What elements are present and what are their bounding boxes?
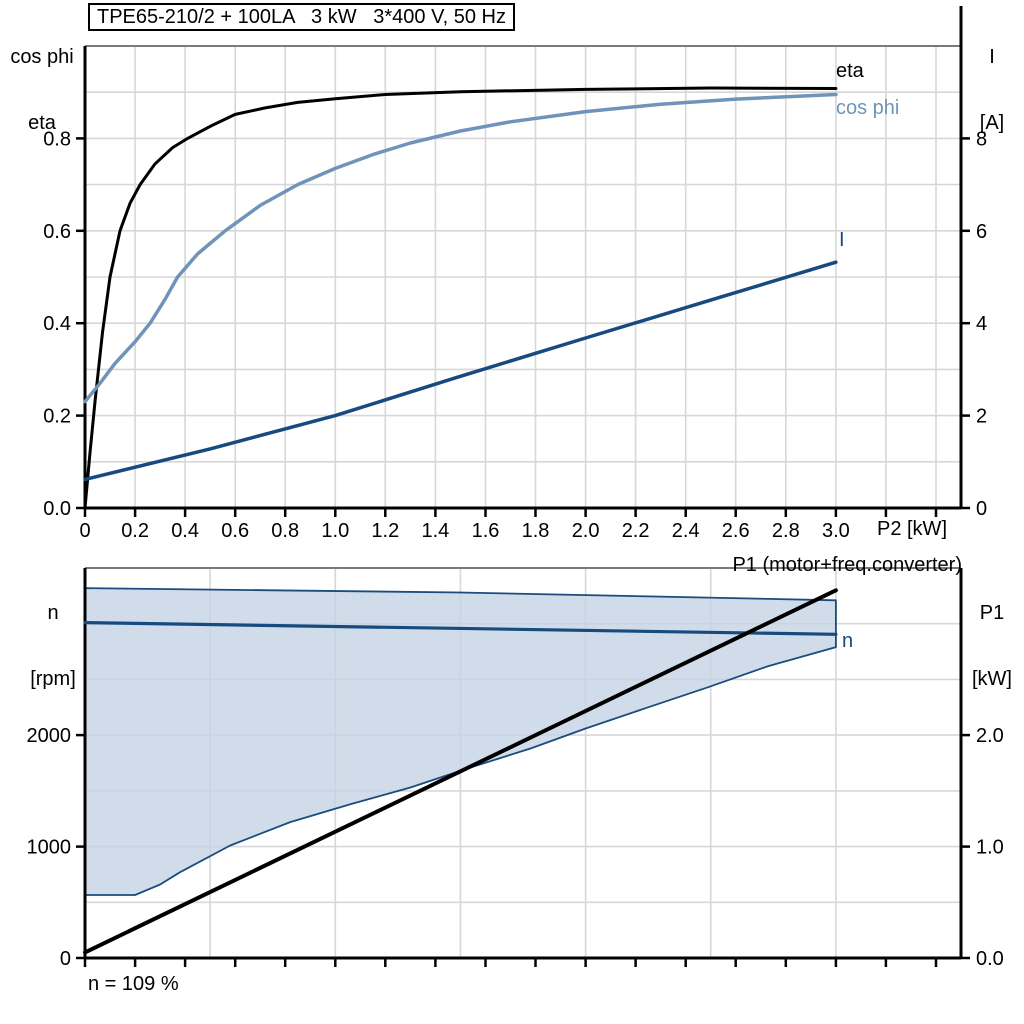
axis-title-cos-phi: cos phi [10,46,74,68]
curve-p1-motor-freq-converter [83,588,838,955]
x-tick-label: 2.6 [722,520,750,542]
y-right-tick-label: 2.0 [976,725,1004,747]
y-left-tick-label: 0.8 [43,128,71,150]
p1-curve-label: P1 (motor+freq.converter) [732,554,962,576]
y-right-tick-label: 0 [976,498,987,520]
top-right-axis-title: I [A] [963,2,1021,178]
x-tick-label: 2.8 [772,520,800,542]
axis-title-current-unit: [A] [979,112,1005,134]
y-right-tick-label: 4 [976,313,987,335]
x-tick-label: 1.8 [522,520,550,542]
x-tick-label: 0.8 [271,520,299,542]
eta-curve-label: eta [836,60,864,82]
axis-title-current: I [989,46,995,68]
y-left-tick-label: 1000 [27,837,72,859]
y-right-tick-label: 8 [976,128,987,150]
x-tick-label: 0.2 [121,520,149,542]
y-left-tick-label: 0.2 [43,406,71,428]
curve-cos-phi [83,92,838,404]
y-left-tick-label: 0.4 [43,313,71,335]
bottom-left-axis-title: n [rpm] [20,558,86,734]
bottom-right-axis-title: P1 [kW] [962,558,1022,734]
x-tick-label: 0.4 [171,520,199,542]
curve-eta [83,86,838,510]
top-x-axis-title: P2 [kW] [876,518,947,540]
chart-title-box: TPE65-210/2 + 100LA 3 kW 3*400 V, 50 Hz [88,3,515,31]
x-tick-label: 2.2 [622,520,650,542]
chart-title: TPE65-210/2 + 100LA 3 kW 3*400 V, 50 Hz [97,5,506,28]
curve-i [83,260,838,482]
top-left-axis-title: cos phi eta [2,2,82,178]
y-left-tick-label: 2000 [27,725,72,747]
x-tick-label: 1.6 [472,520,500,542]
axis-title-eta: eta [28,112,56,134]
x-tick-label: 0.6 [221,520,249,542]
y-right-tick-label: 0.0 [976,948,1004,970]
cos-phi-curve-label: cos phi [836,97,900,119]
speed-percentage-note: n = 109 % [88,973,179,995]
x-tick-label: 1.4 [421,520,449,542]
y-left-tick-label: 0 [60,948,71,970]
y-right-tick-label: 6 [976,221,987,243]
x-tick-label: 2.0 [572,520,600,542]
x-tick-label: 0 [79,520,90,542]
axis-title-p1-unit: [kW] [972,668,1012,690]
y-right-tick-label: 1.0 [976,837,1004,859]
x-tick-label: 1.2 [371,520,399,542]
speed-curve-label: n [842,630,854,652]
y-left-tick-label: 0.6 [43,221,71,243]
axis-title-speed-unit: [rpm] [30,668,76,690]
axis-title-speed: n [47,602,59,624]
x-tick-label: 3.0 [822,520,850,542]
x-tick-label: 2.4 [672,520,700,542]
current-curve-label: I [839,229,845,251]
y-right-tick-label: 2 [976,406,987,428]
axis-title-p1: P1 [979,602,1005,624]
speed-range-area [84,587,837,896]
curve-n [83,620,838,636]
x-tick-label: 1.0 [321,520,349,542]
y-left-tick-label: 0.0 [43,498,71,520]
